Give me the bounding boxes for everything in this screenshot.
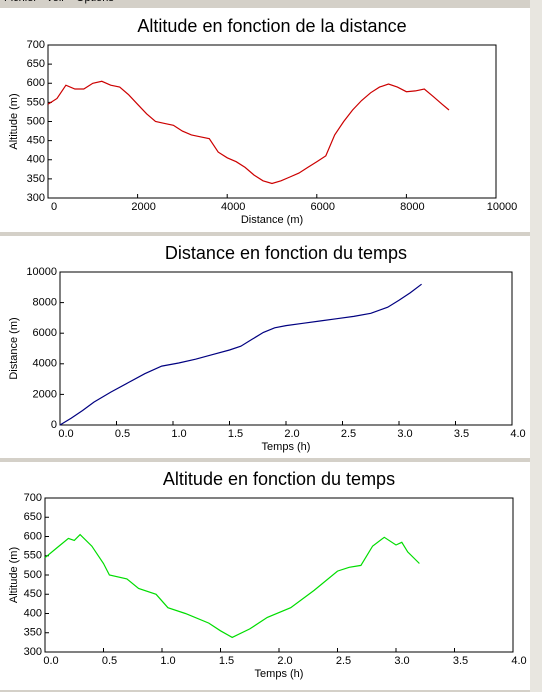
menu-item[interactable]: Options <box>76 0 114 4</box>
y-tick-label: 400 <box>27 154 45 166</box>
x-tick-label: 10000 <box>487 201 518 213</box>
scrollbar <box>530 0 542 692</box>
x-tick-label: 2.0 <box>277 655 292 667</box>
x-axis-label: Temps (h) <box>255 668 304 680</box>
y-tick-label: 450 <box>27 135 45 147</box>
y-tick-label: 400 <box>24 607 42 619</box>
y-tick-label: 350 <box>24 627 42 639</box>
chart-title: Altitude en fonction du temps <box>163 469 395 489</box>
menu-item[interactable]: Voir <box>46 0 65 4</box>
data-line <box>59 283 422 426</box>
y-tick-label: 6000 <box>33 327 57 339</box>
y-tick-label: 650 <box>27 58 45 70</box>
panel <box>0 462 530 690</box>
x-tick-label: 0.5 <box>102 655 117 667</box>
y-tick-label: 300 <box>24 646 42 658</box>
y-tick-label: 700 <box>27 39 45 51</box>
x-tick-label: 3.5 <box>453 655 468 667</box>
x-axis-label: Temps (h) <box>262 441 311 453</box>
content: Fichier Voir Options Altitude en fonction d… <box>0 0 530 690</box>
x-tick-label: 2.0 <box>284 428 299 440</box>
x-tick-label: 1.0 <box>171 428 186 440</box>
x-tick-label: 1.5 <box>228 428 243 440</box>
x-tick-label: 2.5 <box>341 428 356 440</box>
y-tick-label: 8000 <box>33 297 57 309</box>
x-tick-label: 1.5 <box>219 655 234 667</box>
chart-title: Distance en fonction du temps <box>165 243 407 263</box>
y-tick-label: 450 <box>24 588 42 600</box>
y-tick-label: 550 <box>24 550 42 562</box>
panel <box>0 236 530 458</box>
y-tick-label: 550 <box>27 96 45 108</box>
x-tick-label: 3.0 <box>394 655 409 667</box>
x-tick-label: 3.0 <box>397 428 412 440</box>
x-axis-label: Distance (m) <box>241 214 303 226</box>
x-tick-label: 0.5 <box>115 428 130 440</box>
y-tick-label: 600 <box>24 530 42 542</box>
y-tick-label: 4000 <box>33 358 57 370</box>
y-tick-label: 2000 <box>33 388 57 400</box>
x-tick-label: 4.0 <box>510 428 525 440</box>
x-tick-label: 4.0 <box>511 655 526 667</box>
y-axis-label: Distance (m) <box>8 317 20 379</box>
y-tick-label: 650 <box>24 511 42 523</box>
data-line <box>47 80 450 185</box>
x-tick-label: 4000 <box>221 201 245 213</box>
data-line <box>44 533 420 639</box>
y-axis-label: Altitude (m) <box>8 547 20 603</box>
x-tick-label: 3.5 <box>454 428 469 440</box>
x-tick-label: 2.5 <box>336 655 351 667</box>
y-axis-label: Altitude (m) <box>8 93 20 149</box>
y-tick-label: 10000 <box>26 266 57 278</box>
chart-title: Altitude en fonction de la distance <box>137 16 406 36</box>
y-tick-label: 700 <box>24 492 42 504</box>
y-tick-label: 500 <box>24 569 42 581</box>
x-tick-label: 8000 <box>400 201 424 213</box>
x-tick-label: 2000 <box>131 201 155 213</box>
y-tick-label: 600 <box>27 77 45 89</box>
x-tick-label: 0.0 <box>58 428 73 440</box>
y-tick-label: 300 <box>27 192 45 204</box>
y-tick-label: 500 <box>27 115 45 127</box>
x-tick-label: 6000 <box>311 201 335 213</box>
x-tick-label: 0 <box>51 201 57 213</box>
menu-item[interactable]: Fichier <box>4 0 37 4</box>
y-tick-label: 350 <box>27 173 45 185</box>
y-tick-label: 0 <box>51 419 57 431</box>
x-tick-label: 0.0 <box>43 655 58 667</box>
x-tick-label: 1.0 <box>160 655 175 667</box>
